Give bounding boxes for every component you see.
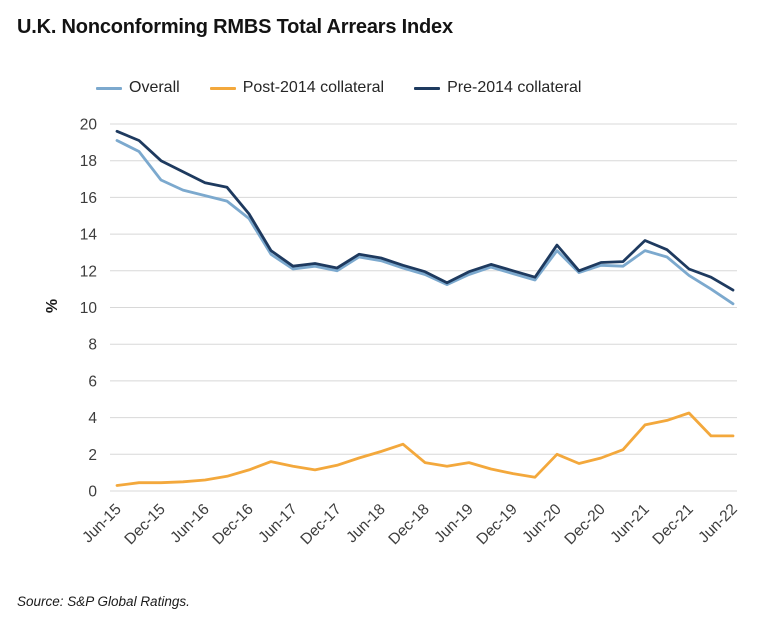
- legend-swatch-post-2014-collateral: [209, 86, 236, 90]
- x-tick-label: Dec-18: [385, 501, 432, 548]
- x-tick-label: Dec-20: [561, 501, 609, 549]
- x-tick-label: Jun-22: [695, 501, 741, 547]
- y-tick-label: 16: [80, 190, 97, 207]
- legend-item-post-2014-collateral: Post-2014 collateral: [209, 79, 385, 97]
- legend-item-overall: Overall: [96, 79, 180, 97]
- y-tick-label: 8: [88, 337, 97, 354]
- legend-label-post-2014-collateral: Post-2014 collateral: [242, 79, 385, 96]
- y-tick-label: 6: [88, 373, 97, 390]
- legend-swatch-overall: [96, 86, 122, 90]
- x-tick-label: Jun-21: [607, 501, 653, 547]
- y-tick-label: 14: [80, 227, 98, 244]
- line-post-2014-collateral: [115, 411, 735, 487]
- x-tick-label: Jun-16: [167, 501, 213, 547]
- line-overall: [115, 139, 735, 306]
- x-tick-label: Jun-19: [431, 501, 477, 547]
- chart-legend: Overall Post-2014 collateral Pre-2014 coll…: [96, 79, 581, 97]
- x-tick-label: Dec-21: [649, 501, 696, 548]
- x-tick-label: Jun-17: [255, 501, 301, 547]
- x-tick-label: Dec-16: [209, 501, 256, 548]
- x-tick-label: Jun-15: [79, 501, 125, 547]
- y-tick-label: 12: [80, 263, 97, 280]
- y-tick-label: 20: [80, 117, 98, 134]
- legend-label-overall: Overall: [129, 79, 180, 96]
- y-tick-label: 10: [80, 300, 98, 317]
- y-tick-label: 18: [80, 153, 97, 170]
- source-note: Source: S&P Global Ratings.: [17, 594, 190, 609]
- legend-item-pre-2014-collateral: Pre-2014 collateral: [414, 79, 581, 97]
- legend-label-pre-2014-collateral: Pre-2014 collateral: [447, 79, 582, 96]
- line-pre-2014-collateral: [115, 129, 735, 292]
- x-tick-label: Dec-15: [121, 501, 168, 548]
- legend-swatch-pre-2014-collateral: [414, 86, 441, 90]
- chart-title: U.K. Nonconforming RMBS Total Arrears In…: [17, 16, 453, 38]
- y-tick-label: 0: [88, 484, 97, 501]
- x-tick-label: Dec-19: [473, 501, 520, 548]
- y-tick-label: 4: [88, 410, 97, 427]
- x-tick-label: Dec-17: [297, 501, 344, 548]
- x-tick-label: Jun-18: [343, 501, 389, 547]
- x-tick-label: Jun-20: [519, 501, 565, 547]
- y-tick-label: 2: [88, 447, 97, 464]
